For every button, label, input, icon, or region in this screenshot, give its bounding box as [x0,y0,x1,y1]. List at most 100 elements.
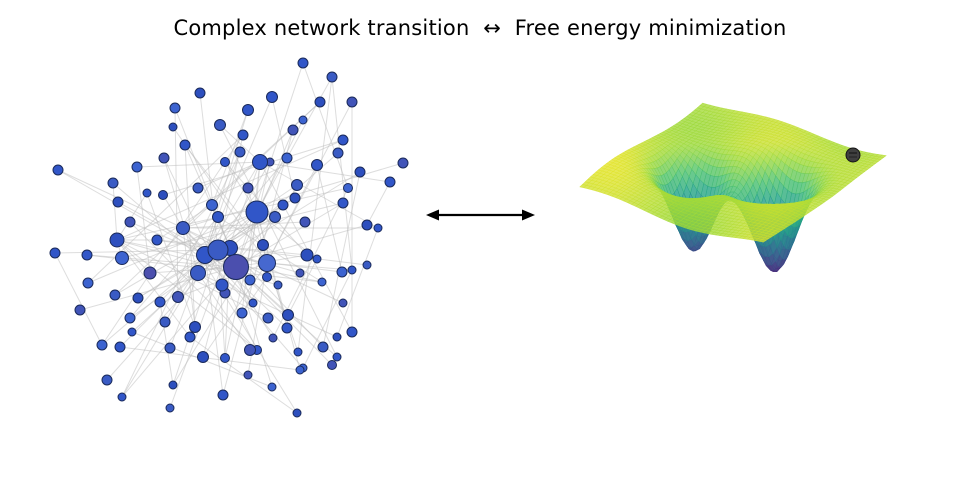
network-node [220,353,230,363]
network-node [81,249,93,261]
network-node [114,341,126,353]
surface-patch [758,239,767,243]
network-node [158,190,168,200]
network-node [143,266,157,280]
network-node [212,211,224,223]
network-node [300,248,314,262]
network-node [332,352,342,362]
network-node [127,327,137,337]
network-link [159,301,174,386]
network-link [302,269,353,369]
network-node [124,312,136,324]
network-link [174,107,179,298]
network-link [116,239,323,283]
network-link [119,346,301,371]
network-node [245,200,269,224]
network-link [136,166,151,274]
network-link [146,192,196,328]
network-link [331,76,353,271]
network-link [259,161,379,229]
network-node [217,389,229,401]
network-link [235,129,294,268]
network-node [289,192,301,204]
network-node [337,197,349,209]
network-node [142,188,152,198]
network-node [354,166,366,178]
network-link [174,107,231,249]
ball-marker [845,147,861,163]
network-node [244,344,256,356]
network-node [124,216,136,228]
network-node [281,152,293,164]
network-link [116,239,151,274]
network-node [287,124,299,136]
double-arrow-icon [426,209,535,221]
network-node [332,147,344,159]
network-link [116,139,344,241]
network-node [277,199,289,211]
network-node [262,272,272,282]
network-node [115,251,129,265]
network-node [154,296,166,308]
network-node [169,102,181,114]
network-node [248,298,258,308]
network-link [202,262,268,358]
network-node [338,298,348,308]
network-node [332,332,342,342]
network-node [347,265,357,275]
network-node [214,119,226,131]
network-node [257,239,269,251]
network-node [109,289,121,301]
network-link [204,254,304,369]
network-node [74,304,86,316]
network-node [298,115,308,125]
network-link [169,161,261,409]
network-node [273,280,283,290]
network-link [297,76,333,353]
state-ball [845,147,861,163]
network-link [116,239,258,351]
network-node [237,129,249,141]
network-link [366,181,391,226]
network-node [242,104,254,116]
network-node [291,179,303,191]
network-link [287,258,318,316]
network-node [373,223,383,233]
network-node [101,374,113,386]
network-node [292,408,302,418]
network-link [112,182,254,304]
network-node [242,182,254,194]
network-link [86,254,237,268]
network-node [192,182,204,194]
network-link [322,171,361,348]
network-node [295,268,305,278]
network-node [164,342,176,354]
network-node [109,232,125,248]
network-node [96,339,108,351]
network-link [121,216,276,398]
network-node [165,403,175,413]
network-node [190,265,206,281]
network-node [281,322,293,334]
network-link [259,161,353,333]
network-node [220,157,230,167]
network-node [179,139,191,151]
network-node [266,91,278,103]
network-node [343,183,353,193]
network-node [267,382,277,392]
network-node [314,96,326,108]
network-link [336,227,379,338]
network-link [222,129,294,396]
network-node [337,134,349,146]
network-link [219,124,338,358]
network-link [101,134,244,346]
energy-surface [579,102,887,273]
network-node [49,247,61,259]
network-node [172,291,184,303]
network-node [206,199,218,211]
network-link [219,124,261,163]
network-node [297,57,309,69]
network-link [316,164,343,273]
